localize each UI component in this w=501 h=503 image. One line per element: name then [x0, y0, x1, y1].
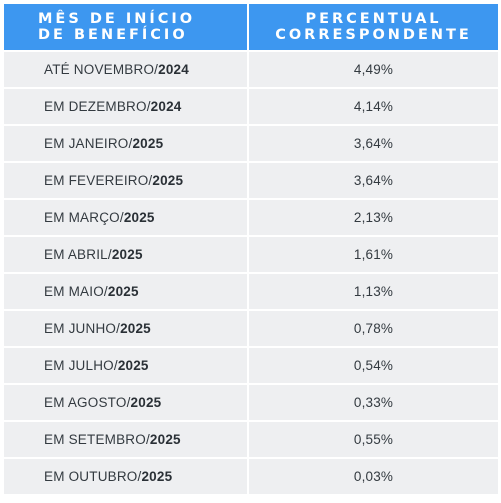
- month-label: EM AGOSTO/: [44, 395, 131, 410]
- year-label: 2025: [117, 358, 149, 373]
- year-label: 2025: [141, 469, 173, 484]
- header-percent-line2: CORRESPONDENTE: [275, 27, 472, 43]
- month-label: EM JUNHO/: [44, 321, 121, 336]
- table-header: MÊS DE INÍCIO DE BENEFÍCIO PERCENTUAL CO…: [4, 4, 498, 50]
- month-label: EM FEVEREIRO/: [44, 173, 153, 188]
- table-row: EM SETEMBRO/2025 0,55%: [4, 422, 498, 457]
- month-label: EM MAIO/: [44, 284, 108, 299]
- percent-cell: 0,78%: [249, 311, 498, 346]
- percent-cell: 3,64%: [249, 126, 498, 161]
- month-cell: EM MAIO/2025: [4, 274, 247, 309]
- percent-cell: 0,54%: [249, 348, 498, 383]
- table-row: EM DEZEMBRO/2024 4,14%: [4, 89, 498, 124]
- month-cell: EM JULHO/2025: [4, 348, 247, 383]
- percent-cell: 2,13%: [249, 200, 498, 235]
- month-cell: EM AGOSTO/2025: [4, 385, 247, 420]
- header-percent: PERCENTUAL CORRESPONDENTE: [249, 4, 498, 50]
- month-label: EM ABRIL/: [44, 247, 112, 262]
- year-label: 2025: [111, 247, 143, 262]
- header-month-line1: MÊS DE INÍCIO: [38, 11, 196, 27]
- year-label: 2025: [123, 210, 155, 225]
- percent-cell: 4,49%: [249, 52, 498, 87]
- month-cell: EM ABRIL/2025: [4, 237, 247, 272]
- year-label: 2025: [120, 321, 151, 336]
- percent-cell: 3,64%: [249, 163, 498, 198]
- table-row: EM JUNHO/2025 0,78%: [4, 311, 498, 346]
- header-month-line2: DE BENEFÍCIO: [38, 27, 188, 43]
- table-row: EM JANEIRO/2025 3,64%: [4, 126, 498, 161]
- year-label: 2025: [130, 395, 162, 410]
- table-row: EM AGOSTO/2025 0,33%: [4, 385, 498, 420]
- month-cell: EM SETEMBRO/2025: [4, 422, 247, 457]
- percent-cell: 0,03%: [249, 459, 498, 494]
- month-cell: EM JANEIRO/2025: [4, 126, 247, 161]
- year-label: 2025: [107, 284, 139, 299]
- percent-cell: 1,61%: [249, 237, 498, 272]
- percent-cell: 0,55%: [249, 422, 498, 457]
- header-percent-line1: PERCENTUAL: [305, 11, 442, 27]
- header-month: MÊS DE INÍCIO DE BENEFÍCIO: [4, 4, 247, 50]
- year-label: 2025: [132, 136, 164, 151]
- month-cell: EM JUNHO/2025: [4, 311, 247, 346]
- month-label: EM JANEIRO/: [44, 136, 133, 151]
- table-row: EM MAIO/2025 1,13%: [4, 274, 498, 309]
- table-row: EM ABRIL/2025 1,61%: [4, 237, 498, 272]
- table-row: EM FEVEREIRO/2025 3,64%: [4, 163, 498, 198]
- percent-cell: 0,33%: [249, 385, 498, 420]
- year-label: 2024: [158, 62, 189, 77]
- year-label: 2025: [149, 432, 181, 447]
- percent-cell: 1,13%: [249, 274, 498, 309]
- month-cell: EM MARÇO/2025: [4, 200, 247, 235]
- table-row: EM JULHO/2025 0,54%: [4, 348, 498, 383]
- benefit-percentage-table: MÊS DE INÍCIO DE BENEFÍCIO PERCENTUAL CO…: [4, 4, 498, 494]
- year-label: 2024: [150, 99, 182, 114]
- year-label: 2025: [152, 173, 184, 188]
- table-row: ATÉ NOVEMBRO/2024 4,49%: [4, 52, 498, 87]
- month-cell: EM DEZEMBRO/2024: [4, 89, 247, 124]
- month-label: EM DEZEMBRO/: [44, 99, 151, 114]
- month-cell: EM OUTUBRO/2025: [4, 459, 247, 494]
- month-label: EM OUTUBRO/: [44, 469, 142, 484]
- month-cell: EM FEVEREIRO/2025: [4, 163, 247, 198]
- table-row: EM OUTUBRO/2025 0,03%: [4, 459, 498, 494]
- month-label: EM SETEMBRO/: [44, 432, 150, 447]
- month-label: ATÉ NOVEMBRO/: [44, 62, 159, 77]
- percent-cell: 4,14%: [249, 89, 498, 124]
- table-row: EM MARÇO/2025 2,13%: [4, 200, 498, 235]
- month-cell: ATÉ NOVEMBRO/2024: [4, 52, 247, 87]
- month-label: EM MARÇO/: [44, 210, 124, 225]
- month-label: EM JULHO/: [44, 358, 118, 373]
